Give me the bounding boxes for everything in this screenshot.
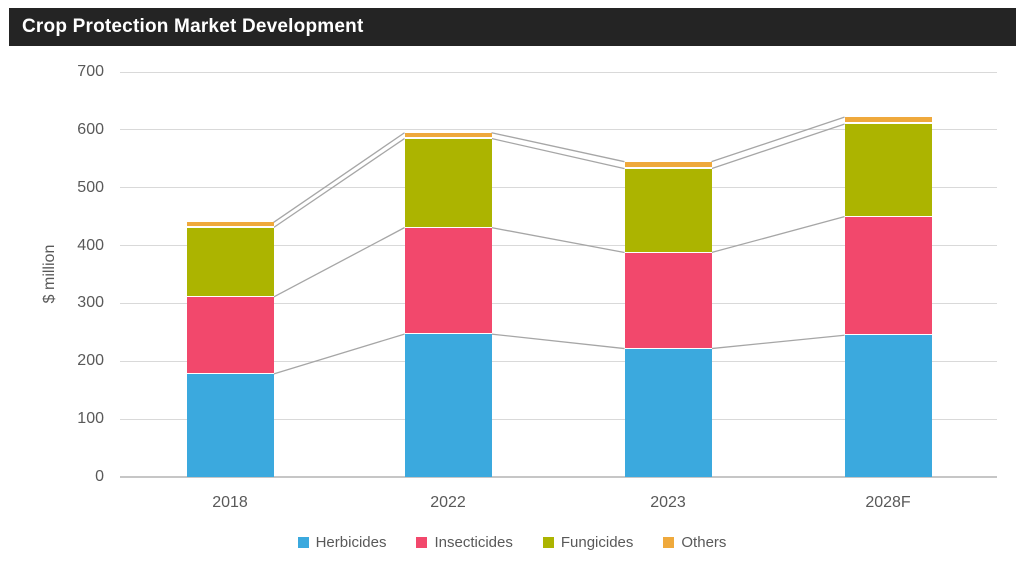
x-axis-baseline	[120, 476, 997, 478]
legend: Herbicides Insecticides Fungicides Others	[0, 534, 1024, 551]
bar-segment-insecticides-2022	[404, 227, 492, 335]
connector-line	[491, 132, 625, 163]
legend-swatch-icon	[542, 537, 554, 548]
gridline	[120, 71, 997, 73]
connector-line	[711, 123, 845, 170]
gridline	[120, 418, 997, 420]
connector-line	[273, 227, 405, 298]
connector-line	[273, 137, 405, 229]
gridline	[120, 302, 997, 304]
gridline	[120, 360, 997, 362]
bar-segment-fungicides-2023	[624, 168, 712, 253]
legend-label: Insecticides	[434, 534, 513, 551]
connector-line	[711, 334, 845, 350]
bar-segment-others-2018	[186, 222, 274, 228]
x-axis-category-label: 2022	[430, 494, 466, 511]
bar-segment-herbicides-2018	[186, 374, 274, 477]
y-axis-tick-label: 300	[77, 294, 104, 312]
connector-line	[711, 116, 845, 163]
y-axis-tick-label: 0	[95, 468, 104, 485]
y-axis-tick-label: 100	[77, 410, 104, 428]
legend-item-insecticides: Insecticides	[416, 534, 513, 551]
legend-item-fungicides: Fungicides	[542, 534, 634, 551]
bar-segment-others-2023	[624, 161, 712, 169]
legend-swatch-icon	[663, 537, 675, 548]
bar-segment-others-2028f	[844, 117, 932, 125]
bar-segment-insecticides-2023	[624, 252, 712, 349]
page-title: Crop Protection Market Development	[22, 16, 364, 37]
bar-segment-herbicides-2028f	[844, 335, 932, 477]
bar-segment-insecticides-2018	[186, 297, 274, 374]
connector-line	[491, 226, 625, 254]
x-axis-category-label: 2018	[212, 494, 248, 511]
legend-label: Fungicides	[560, 534, 634, 551]
legend-swatch-icon	[416, 537, 428, 548]
bar-segment-herbicides-2022	[404, 334, 492, 477]
bar-segment-fungicides-2018	[186, 227, 274, 298]
y-axis-tick-label: 600	[77, 120, 104, 138]
connector-line	[491, 137, 625, 170]
connector-line	[491, 333, 625, 350]
connector-line	[273, 333, 405, 375]
bar-segment-fungicides-2028f	[844, 124, 932, 217]
y-axis-tick-label: 500	[77, 178, 104, 196]
chart-title-bar: Crop Protection Market Development	[9, 8, 1016, 46]
legend-label: Herbicides	[315, 534, 387, 551]
connector-line	[711, 216, 845, 254]
bar-segment-fungicides-2022	[404, 138, 492, 228]
gridline	[120, 129, 997, 131]
bar-segment-others-2022	[404, 132, 492, 139]
gridline	[120, 187, 997, 189]
y-axis-tick-label: 700	[77, 63, 104, 80]
legend-swatch-icon	[297, 537, 309, 548]
bar-segment-herbicides-2023	[624, 348, 712, 477]
x-axis-category-label: 2023	[650, 494, 686, 511]
x-axis-category-label: 2028F	[865, 494, 911, 511]
legend-label: Others	[681, 534, 727, 551]
y-axis-tick-label: 400	[77, 236, 104, 254]
y-axis-tick-label: 200	[77, 352, 104, 370]
legend-item-others: Others	[663, 534, 726, 551]
connector-line	[273, 132, 405, 223]
bar-segment-insecticides-2028f	[844, 216, 932, 336]
legend-item-herbicides: Herbicides	[297, 534, 387, 551]
